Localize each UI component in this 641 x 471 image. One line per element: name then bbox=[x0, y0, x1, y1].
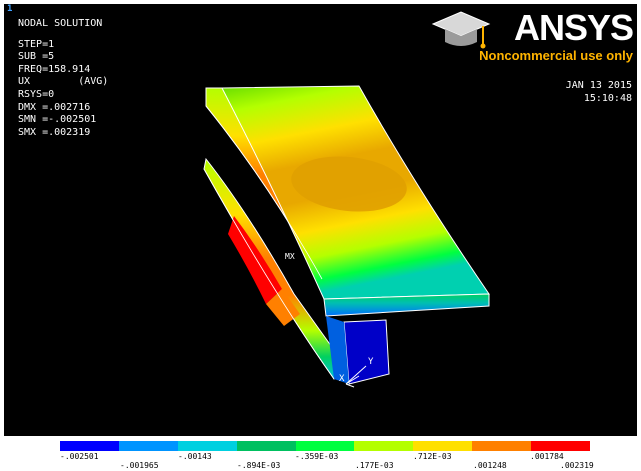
info-rsys: RSYS=0 bbox=[18, 88, 55, 100]
legend-label: -.894E-03 bbox=[237, 461, 281, 470]
legend-band-5 bbox=[295, 441, 355, 451]
legend-band-7 bbox=[413, 441, 473, 451]
x-axis-label: X bbox=[339, 374, 345, 384]
info-result-item: UX (AVG) bbox=[18, 76, 109, 88]
info-title: NODAL SOLUTION bbox=[18, 18, 103, 29]
legend-label: .001248 bbox=[473, 461, 507, 470]
info-substep: SUB =5 bbox=[18, 51, 55, 63]
legend-label: -.00143 bbox=[178, 452, 212, 461]
noncommercial-notice: Noncommercial use only bbox=[479, 48, 633, 63]
legend-label: .177E-03 bbox=[355, 461, 394, 470]
mortarboard-logo-icon bbox=[431, 11, 491, 49]
max-marker-label: MX bbox=[285, 252, 295, 261]
legend-label: .002319 bbox=[560, 461, 594, 470]
window-number: 1 bbox=[7, 4, 13, 14]
legend-label: .001784 bbox=[530, 452, 564, 461]
info-smn: SMN =-.002501 bbox=[18, 114, 97, 126]
y-axis-label: Y bbox=[368, 357, 374, 367]
legend-band-1 bbox=[60, 441, 119, 451]
date-label: JAN 13 2015 bbox=[565, 80, 632, 91]
legend-band-2 bbox=[118, 441, 178, 451]
legend-color-bar bbox=[60, 441, 591, 451]
legend-band-3 bbox=[177, 441, 237, 451]
brand-logo: ANSYS bbox=[513, 7, 634, 48]
legend-band-8 bbox=[472, 441, 532, 451]
legend-label: -.001965 bbox=[120, 461, 159, 470]
info-smx: SMX =.002319 bbox=[18, 126, 91, 138]
legend-band-4 bbox=[236, 441, 296, 451]
solution-info: NODAL SOLUTION STEP=1 SUB =5 FREQ=158.91… bbox=[18, 18, 108, 139]
timestamp: JAN 13 2015 15:10:48 bbox=[566, 79, 632, 105]
fe-model-plot[interactable]: Y X MX bbox=[4, 4, 637, 436]
legend-band-9 bbox=[531, 441, 591, 451]
legend-label: -.359E-03 bbox=[295, 452, 339, 461]
legend-label: .712E-03 bbox=[413, 452, 452, 461]
graphics-viewport[interactable]: 1 NODAL SOLUTION STEP=1 SUB =5 FREQ=158.… bbox=[4, 4, 637, 436]
time-label: 15:10:48 bbox=[583, 93, 632, 104]
info-dmx: DMX =.002716 bbox=[18, 101, 91, 113]
legend-label: -.002501 bbox=[60, 452, 99, 461]
contour-legend: -.002501 -.001965 -.00143 -.894E-03 -.35… bbox=[60, 441, 594, 471]
info-step: STEP=1 bbox=[18, 38, 55, 50]
legend-band-6 bbox=[354, 441, 414, 451]
info-frequency: FREQ=158.914 bbox=[18, 63, 91, 75]
